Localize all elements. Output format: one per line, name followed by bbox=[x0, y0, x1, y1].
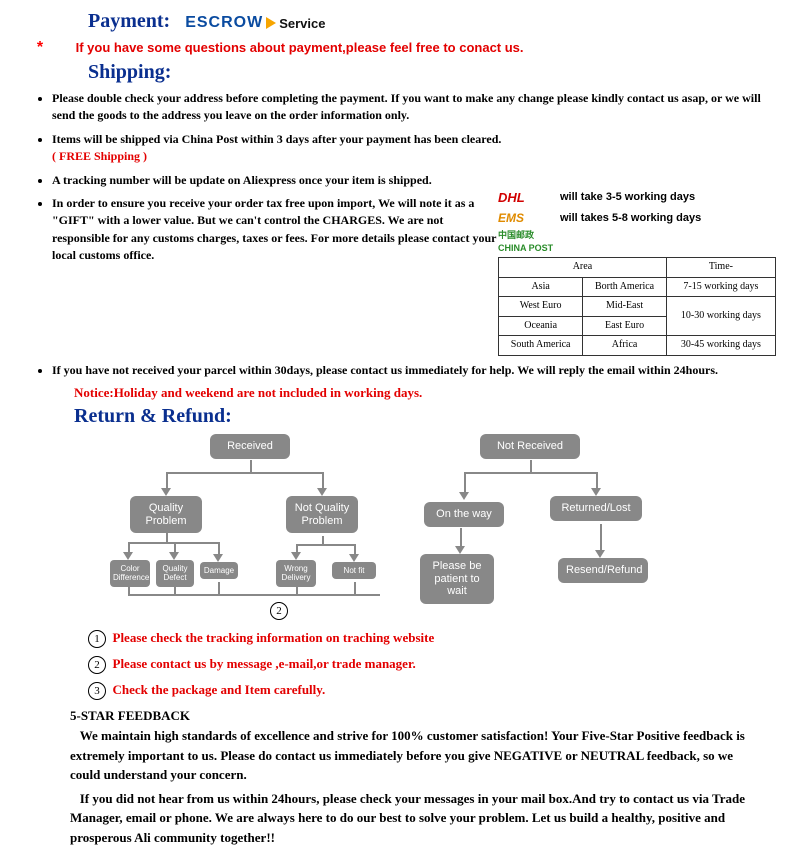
feedback-para-1-text: We maintain high standards of excellence… bbox=[70, 728, 745, 782]
cell: 7-15 working days bbox=[666, 277, 775, 297]
refund-flowchart: Received Not Received Quality Problem Not Q… bbox=[110, 434, 750, 622]
shipping-bullet-5: If you have not received your parcel wit… bbox=[52, 362, 769, 379]
circled-2-flow-icon: 2 bbox=[270, 602, 288, 620]
step-2: 2 Please contact us by message ,e-mail,o… bbox=[88, 656, 769, 674]
flow-node: Damage bbox=[200, 562, 238, 579]
flow-node: Resend/Refund bbox=[558, 558, 648, 583]
star-icon: * bbox=[30, 39, 50, 57]
refund-steps: 1 Please check the tracking information … bbox=[88, 630, 769, 700]
payment-question-line: * If you have some questions about payme… bbox=[30, 39, 769, 57]
circled-1-icon: 1 bbox=[88, 630, 106, 648]
cell: Africa bbox=[583, 336, 667, 356]
feedback-para-1: We maintain high standards of excellence… bbox=[70, 726, 759, 785]
service-word: Service bbox=[279, 16, 325, 31]
step-1: 1 Please check the tracking information … bbox=[88, 630, 769, 648]
payment-heading: Payment: ESCROW Service bbox=[88, 10, 769, 33]
cell: South America bbox=[499, 336, 583, 356]
notice-line: Notice:Holiday and weekend are not inclu… bbox=[74, 385, 769, 401]
ems-logo: EMS bbox=[498, 210, 556, 227]
area-row-4: South America Africa 30-45 working days bbox=[499, 336, 776, 356]
shipping-heading: Shipping: bbox=[88, 61, 769, 84]
area-table: Area Time- Asia Borth America 7-15 worki… bbox=[498, 257, 776, 356]
cell: West Euro bbox=[499, 297, 583, 317]
shipping-bullet-4: DHL will take 3-5 working days EMS will … bbox=[52, 195, 769, 356]
cell: East Euro bbox=[583, 316, 667, 336]
refund-heading: Return & Refund: bbox=[74, 405, 769, 428]
circled-3-icon: 3 bbox=[88, 682, 106, 700]
dhl-logo: DHL bbox=[498, 189, 556, 208]
feedback-para-2-text: If you did not hear from us within 24hou… bbox=[70, 791, 745, 845]
time-col: Time- bbox=[666, 258, 775, 278]
carrier-block: DHL will take 3-5 working days EMS will … bbox=[498, 189, 783, 356]
shipping-bullet-1: Please double check your address before … bbox=[52, 90, 769, 125]
cell: Oceania bbox=[499, 316, 583, 336]
flow-node: Quality Problem bbox=[130, 496, 202, 533]
shipping-bullet-2-text: Items will be shipped via China Post wit… bbox=[52, 132, 501, 146]
cell: 10-30 working days bbox=[666, 297, 775, 336]
step-3-text: Check the package and Item carefully. bbox=[113, 682, 326, 697]
payment-question-text: If you have some questions about payment… bbox=[76, 40, 524, 55]
flow-node: Quality Defect bbox=[156, 560, 194, 586]
step-1-text: Please check the tracking information on… bbox=[113, 630, 435, 645]
carrier-row-chinapost: 中国邮政 CHINA POST bbox=[498, 229, 783, 255]
flow-node: Returned/Lost bbox=[550, 496, 642, 521]
cell: 30-45 working days bbox=[666, 336, 775, 356]
payment-heading-text: Payment: bbox=[88, 10, 170, 32]
feedback-heading: 5-STAR FEEDBACK bbox=[70, 708, 769, 724]
chevron-icon bbox=[266, 17, 276, 29]
escrow-logo: ESCROW Service bbox=[185, 14, 325, 32]
free-shipping-text: ( FREE Shipping ) bbox=[52, 149, 147, 163]
cell: Mid-East bbox=[583, 297, 667, 317]
step-3: 3 Check the package and Item carefully. bbox=[88, 682, 769, 700]
flow-node: On the way bbox=[424, 502, 504, 527]
flow-node: Not Quality Problem bbox=[286, 496, 358, 533]
flow-node: Please be patient to wait bbox=[420, 554, 494, 604]
area-row-2: West Euro Mid-East 10-30 working days bbox=[499, 297, 776, 317]
escrow-word: ESCROW bbox=[185, 14, 263, 32]
flow-node: Color Difference bbox=[110, 560, 150, 586]
area-col: Area bbox=[499, 258, 667, 278]
flow-node: Not Received bbox=[480, 434, 580, 459]
circled-2-icon: 2 bbox=[88, 656, 106, 674]
ems-text: will takes 5-8 working days bbox=[560, 211, 701, 227]
chinapost-logo: 中国邮政 CHINA POST bbox=[498, 229, 556, 255]
cell: Borth America bbox=[583, 277, 667, 297]
dhl-text: will take 3-5 working days bbox=[560, 190, 695, 206]
flow-node: Received bbox=[210, 434, 290, 459]
area-row-1: Asia Borth America 7-15 working days bbox=[499, 277, 776, 297]
shipping-bullet-2: Items will be shipped via China Post wit… bbox=[52, 131, 769, 166]
shipping-bullet-4-text: In order to ensure you receive your orde… bbox=[52, 196, 496, 262]
area-table-header: Area Time- bbox=[499, 258, 776, 278]
carrier-row-ems: EMS will takes 5-8 working days bbox=[498, 210, 783, 227]
shipping-list: Please double check your address before … bbox=[30, 90, 769, 379]
flow-node: Wrong Delivery bbox=[276, 560, 316, 586]
carrier-row-dhl: DHL will take 3-5 working days bbox=[498, 189, 783, 208]
feedback-para-2: If you did not hear from us within 24hou… bbox=[70, 789, 759, 848]
cell: Asia bbox=[499, 277, 583, 297]
step-2-text: Please contact us by message ,e-mail,or … bbox=[113, 656, 416, 671]
flow-node: Not fit bbox=[332, 562, 376, 579]
shipping-bullet-3: A tracking number will be update on Alie… bbox=[52, 172, 769, 189]
